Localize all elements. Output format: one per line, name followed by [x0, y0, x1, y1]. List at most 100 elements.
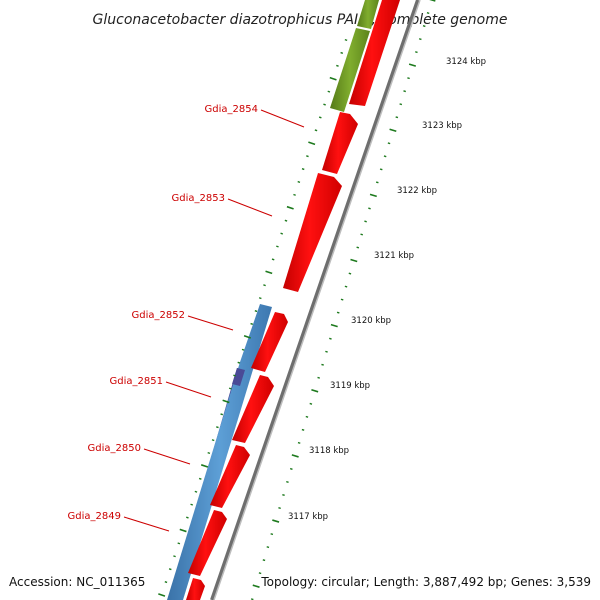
inner-minor-tick [198, 477, 202, 480]
outer-minor-tick [375, 181, 379, 184]
cds-forward-6 [210, 445, 250, 508]
outer-minor-tick [278, 507, 281, 510]
inner-major-tick [222, 399, 230, 404]
leader-gdia-2854 [260, 109, 305, 128]
inner-minor-tick [254, 309, 258, 313]
inner-major-tick [243, 334, 251, 339]
inner-minor-tick [168, 568, 172, 571]
outer-minor-tick [270, 533, 274, 536]
inner-minor-tick [344, 38, 348, 42]
outer-minor-tick [329, 337, 332, 340]
outer-minor-tick [266, 546, 270, 549]
kbp-label-3122: 3122 kbp [397, 186, 437, 196]
kbp-label-3123: 3123 kbp [422, 121, 462, 131]
cds-forward-1 [349, 0, 400, 106]
inner-minor-tick [276, 245, 279, 248]
inner-minor-tick [327, 90, 331, 93]
outer-major-tick [291, 454, 299, 458]
cds-reverse-green [330, 28, 370, 112]
inner-tick-track [158, 38, 348, 597]
cds-forward-7 [188, 510, 227, 576]
outer-major-tick [369, 193, 377, 198]
outer-minor-tick [387, 142, 391, 145]
inner-minor-tick [318, 116, 322, 119]
outer-minor-tick [360, 233, 364, 236]
gene-label-gdia-2849: Gdia_2849 [68, 511, 121, 522]
outer-minor-tick [340, 298, 344, 301]
outer-minor-tick [301, 428, 305, 431]
outer-minor-tick [418, 38, 422, 41]
leader-gdia-2850 [143, 448, 191, 465]
inner-major-tick [265, 270, 273, 275]
gene-label-gdia-2850: Gdia_2850 [88, 443, 141, 454]
outer-major-tick [330, 323, 338, 328]
outer-minor-tick [282, 493, 285, 497]
outer-minor-tick [348, 272, 352, 275]
inner-minor-tick [258, 297, 262, 300]
cds-forward-5 [232, 375, 274, 443]
kbp-labels: 3124 kbp 3123 kbp 3122 kbp 3121 kbp 3120… [288, 57, 486, 522]
inner-minor-tick [271, 258, 275, 261]
gene-label-leaders [123, 109, 305, 532]
outer-minor-tick [309, 402, 313, 405]
gene-label-gdia-2854: Gdia_2854 [205, 104, 258, 115]
inner-minor-tick [241, 348, 245, 351]
outer-minor-tick [379, 168, 383, 171]
inner-minor-tick [164, 581, 168, 584]
outer-minor-tick [415, 51, 418, 54]
kbp-label-3119: 3119 kbp [330, 381, 370, 391]
kbp-label-3120: 3120 kbp [351, 316, 391, 326]
outer-major-tick [252, 584, 260, 588]
gene-label-gdia-2853: Gdia_2853 [172, 193, 225, 204]
outer-minor-tick [262, 559, 266, 562]
outer-minor-tick [422, 25, 426, 28]
outer-major-tick [429, 0, 436, 2]
inner-minor-tick [190, 503, 194, 506]
outer-minor-tick [368, 207, 371, 210]
cds-reverse-blue [167, 304, 272, 600]
inner-minor-tick [336, 64, 339, 67]
accession-label: Accession: NC_011365 [9, 575, 145, 589]
inner-major-tick [329, 76, 337, 81]
outer-minor-tick [364, 220, 367, 223]
inner-minor-tick [323, 103, 326, 106]
outer-minor-tick [250, 598, 254, 600]
inner-minor-tick [284, 219, 288, 222]
kbp-label-3118: 3118 kbp [309, 446, 349, 456]
outer-minor-tick [336, 311, 340, 314]
inner-minor-tick [173, 555, 176, 558]
kbp-label-3117: 3117 kbp [288, 512, 328, 522]
outer-major-tick [389, 128, 397, 133]
inner-major-tick [179, 528, 187, 533]
outer-minor-tick [305, 415, 309, 418]
genome-backbone [210, 0, 421, 600]
inner-major-tick [200, 464, 209, 468]
outer-minor-tick [286, 480, 289, 483]
inner-minor-tick [220, 413, 224, 416]
kbp-label-3121: 3121 kbp [374, 251, 414, 261]
inner-minor-tick [301, 168, 305, 171]
gene-labels: Gdia_2854 Gdia_2853 Gdia_2852 Gdia_2851 … [68, 104, 258, 522]
outer-minor-tick [289, 467, 293, 470]
outer-minor-tick [344, 285, 348, 288]
outer-major-tick [311, 389, 319, 393]
outer-minor-tick [426, 12, 430, 15]
leader-gdia-2853 [227, 198, 273, 217]
inner-minor-tick [228, 387, 232, 390]
inner-minor-tick [186, 516, 189, 519]
inner-minor-tick [340, 51, 344, 54]
gene-label-gdia-2851: Gdia_2851 [110, 376, 163, 387]
inner-minor-tick [194, 490, 198, 493]
inner-minor-tick [314, 129, 318, 132]
outer-minor-tick [258, 572, 262, 575]
outer-minor-tick [407, 77, 410, 80]
inner-minor-tick [306, 155, 309, 158]
kbp-label-3124: 3124 kbp [446, 57, 486, 67]
outer-minor-tick [356, 246, 360, 249]
inner-minor-tick [250, 322, 254, 325]
forward-cds-group [186, 0, 400, 600]
inner-minor-tick [280, 232, 284, 235]
outer-major-tick [408, 63, 417, 67]
cds-forward-2 [322, 112, 358, 174]
